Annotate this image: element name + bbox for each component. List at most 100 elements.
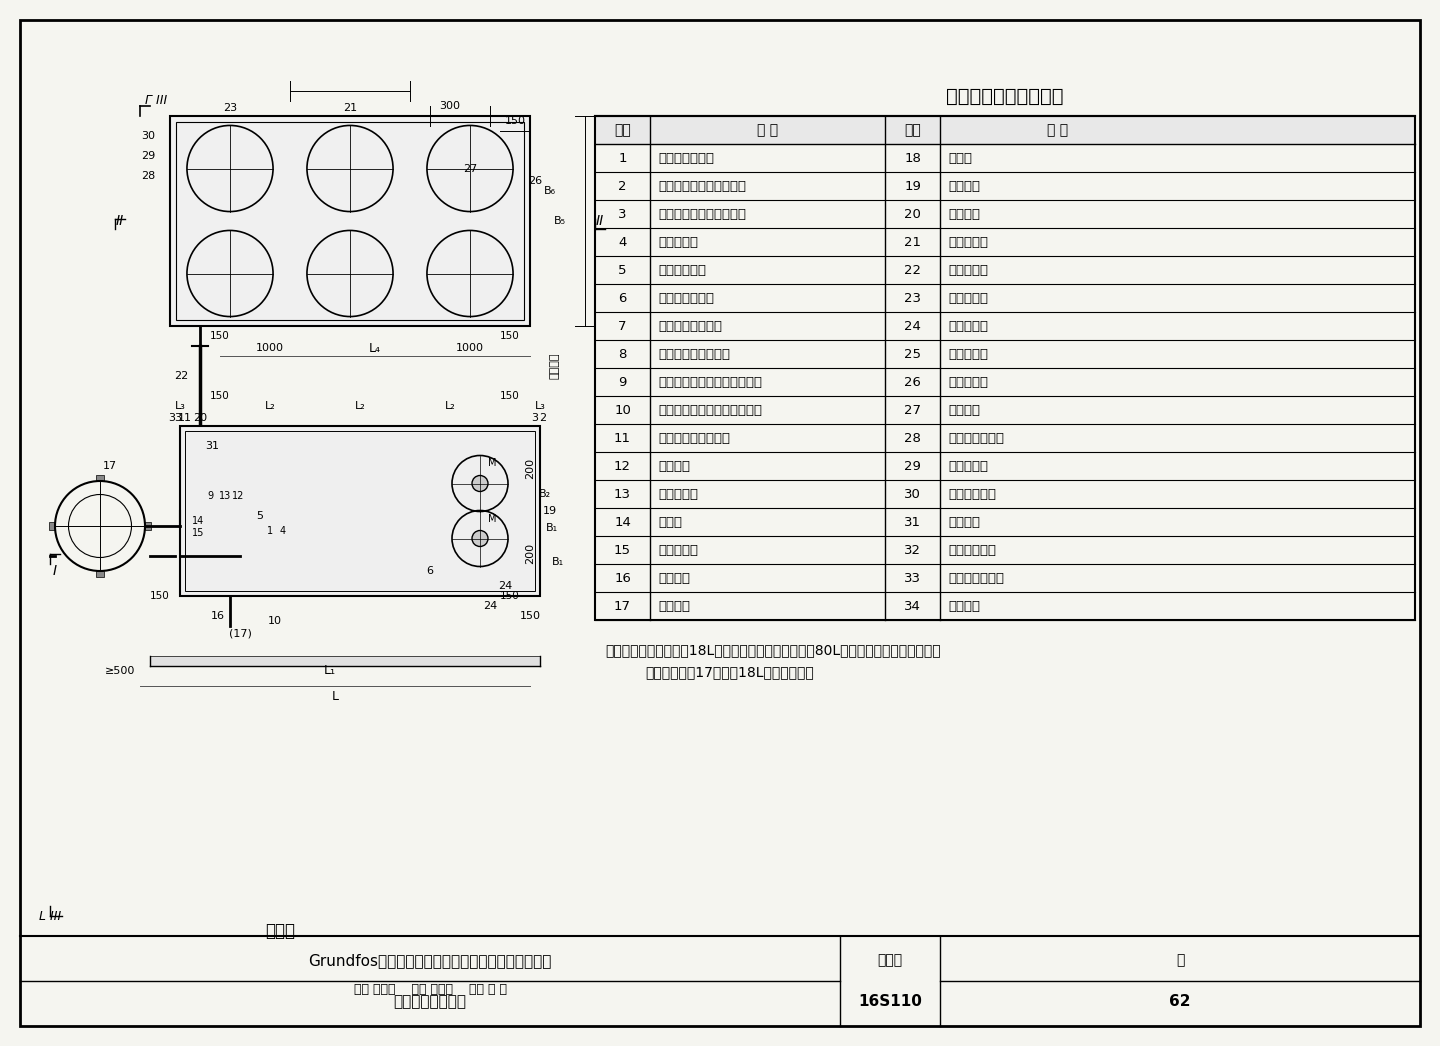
Text: 1: 1: [618, 152, 626, 164]
Text: 33: 33: [904, 571, 922, 585]
Text: 150: 150: [150, 591, 170, 601]
Text: 5: 5: [618, 264, 626, 276]
Bar: [96, 475, 104, 481]
Text: 编号: 编号: [904, 123, 920, 137]
Text: 市政管网进水电动调节阀: 市政管网进水电动调节阀: [658, 207, 746, 221]
Bar: [170, 116, 530, 326]
Text: 23: 23: [904, 292, 922, 304]
Text: 150: 150: [500, 591, 520, 601]
Text: 12: 12: [232, 491, 245, 501]
Bar: [96, 571, 104, 577]
Text: 26: 26: [528, 176, 541, 186]
Bar: [184, 431, 536, 591]
Text: 5: 5: [256, 511, 264, 521]
Text: 立式不锈钢多级水泵: 立式不锈钢多级水泵: [658, 347, 730, 361]
Text: 名 称: 名 称: [1047, 123, 1068, 137]
Text: 图中括号内的17为容积18L的气压水罐。: 图中括号内的17为容积18L的气压水罐。: [645, 665, 814, 679]
Text: Γ III: Γ III: [145, 94, 167, 108]
Circle shape: [472, 530, 488, 546]
Text: 28: 28: [141, 170, 156, 181]
Text: 10: 10: [268, 616, 282, 626]
Text: 10: 10: [613, 404, 631, 416]
Text: 11: 11: [613, 432, 631, 445]
Text: 水箱液位计接口: 水箱液位计接口: [948, 432, 1004, 445]
Text: 8: 8: [618, 347, 626, 361]
Text: 17: 17: [102, 461, 117, 471]
Text: 设备基础: 设备基础: [948, 180, 981, 192]
Text: 水箱透气管: 水箱透气管: [948, 292, 988, 304]
Text: 15: 15: [613, 544, 631, 556]
Text: 水箱槽钢底座: 水箱槽钢底座: [948, 544, 996, 556]
Text: II: II: [115, 214, 124, 228]
Text: 200: 200: [526, 543, 536, 564]
Text: 150: 150: [210, 391, 230, 401]
Text: 6: 6: [618, 292, 626, 304]
Text: 隔振垫: 隔振垫: [948, 152, 972, 164]
Text: 14: 14: [613, 516, 631, 528]
Text: 不锈钢稳流罐: 不锈钢稳流罐: [658, 264, 706, 276]
Text: 22: 22: [174, 371, 189, 381]
Text: 12: 12: [613, 459, 631, 473]
Text: （一用一备泵组）: （一用一备泵组）: [393, 994, 467, 1009]
Text: 可曲挠橡胶接头: 可曲挠橡胶接头: [948, 571, 1004, 585]
Text: 25: 25: [904, 347, 922, 361]
Text: 24: 24: [498, 581, 513, 591]
Bar: [180, 426, 540, 596]
Text: 名 称: 名 称: [757, 123, 778, 137]
Text: 编号: 编号: [613, 123, 631, 137]
Text: 22: 22: [904, 264, 922, 276]
Text: 9: 9: [618, 376, 626, 388]
Text: 29: 29: [904, 459, 922, 473]
Bar: [150, 656, 540, 666]
Text: L: L: [331, 689, 338, 703]
Circle shape: [472, 476, 488, 492]
Text: 16: 16: [613, 571, 631, 585]
Text: L₂: L₂: [265, 401, 275, 411]
Bar: [595, 116, 1416, 620]
Text: 14: 14: [192, 516, 204, 526]
Text: 15: 15: [192, 528, 204, 538]
Text: 20: 20: [904, 207, 922, 221]
Text: B₁: B₁: [546, 523, 559, 533]
Text: 24: 24: [904, 319, 922, 333]
Text: 16S110: 16S110: [858, 994, 922, 1009]
Text: 1000: 1000: [456, 343, 484, 353]
Text: L₂: L₂: [354, 401, 366, 411]
Text: 31: 31: [204, 441, 219, 451]
Text: 150: 150: [504, 116, 526, 126]
Text: 150: 150: [500, 331, 520, 341]
Text: 4: 4: [279, 526, 287, 536]
Text: 21: 21: [904, 235, 922, 249]
Text: 13: 13: [219, 491, 232, 501]
Text: M: M: [488, 514, 497, 523]
Bar: [595, 116, 1416, 144]
Text: 膨胀螺栓: 膨胀螺栓: [948, 207, 981, 221]
Text: 11: 11: [179, 413, 192, 423]
Text: 检修阀门: 检修阀门: [948, 516, 981, 528]
Text: 18: 18: [904, 152, 922, 164]
Text: 数字控制显示屏: 数字控制显示屏: [658, 292, 714, 304]
Text: 24: 24: [482, 601, 497, 611]
Text: B₅: B₅: [554, 217, 566, 226]
Text: 水箱溢流管: 水箱溢流管: [948, 319, 988, 333]
Text: 6: 6: [426, 566, 433, 576]
Text: B₂: B₂: [539, 488, 552, 499]
Text: 19: 19: [904, 180, 922, 192]
Text: L₂: L₂: [445, 401, 455, 411]
Text: 34: 34: [904, 599, 922, 613]
Text: 2: 2: [618, 180, 626, 192]
Text: 出水压力传感器（带压力表）: 出水压力传感器（带压力表）: [658, 404, 762, 416]
Text: Grundfos系列箱式全变频叠压供水设备外形及安装图: Grundfos系列箱式全变频叠压供水设备外形及安装图: [308, 953, 552, 968]
Text: 水箱进水管: 水箱进水管: [948, 235, 988, 249]
Text: L₄: L₄: [369, 341, 382, 355]
Text: I: I: [53, 564, 58, 578]
Text: 13: 13: [613, 487, 631, 500]
Text: 吸水总管: 吸水总管: [658, 459, 690, 473]
Bar: [145, 522, 151, 530]
Text: L₁: L₁: [324, 664, 336, 678]
Text: 23: 23: [223, 103, 238, 113]
Text: 2: 2: [540, 413, 547, 423]
Text: 30: 30: [904, 487, 922, 500]
Text: B₁: B₁: [552, 558, 564, 567]
Text: 32: 32: [904, 544, 922, 556]
